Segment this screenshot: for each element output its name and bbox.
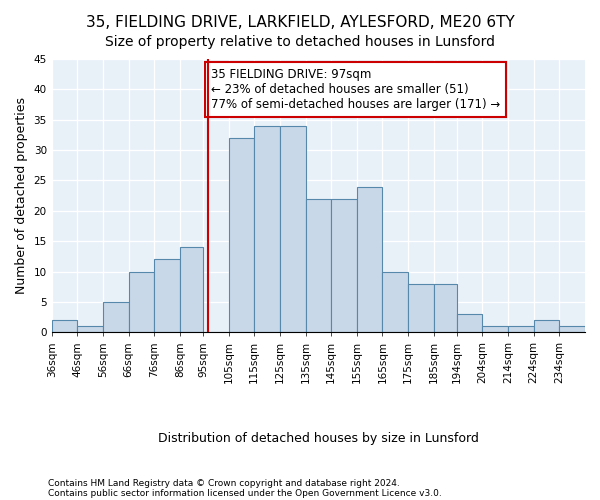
Bar [534,320,559,332]
Text: Contains public sector information licensed under the Open Government Licence v3: Contains public sector information licen… [48,488,442,498]
Bar [128,272,154,332]
Bar [482,326,508,332]
Text: 35, FIELDING DRIVE, LARKFIELD, AYLESFORD, ME20 6TY: 35, FIELDING DRIVE, LARKFIELD, AYLESFORD… [86,15,514,30]
Bar [357,186,382,332]
Bar [180,247,203,332]
Text: Contains HM Land Registry data © Crown copyright and database right 2024.: Contains HM Land Registry data © Crown c… [48,478,400,488]
Bar [229,138,254,332]
Bar [408,284,434,332]
X-axis label: Distribution of detached houses by size in Lunsford: Distribution of detached houses by size … [158,432,479,445]
Bar [434,284,457,332]
Bar [254,126,280,332]
Bar [508,326,534,332]
Bar [154,260,180,332]
Bar [331,198,357,332]
Bar [52,320,77,332]
Bar [305,198,331,332]
Text: 35 FIELDING DRIVE: 97sqm
← 23% of detached houses are smaller (51)
77% of semi-d: 35 FIELDING DRIVE: 97sqm ← 23% of detach… [211,68,500,111]
Bar [103,302,128,332]
Bar [382,272,408,332]
Text: Size of property relative to detached houses in Lunsford: Size of property relative to detached ho… [105,35,495,49]
Y-axis label: Number of detached properties: Number of detached properties [15,97,28,294]
Bar [280,126,305,332]
Bar [457,314,482,332]
Bar [559,326,585,332]
Bar [77,326,103,332]
